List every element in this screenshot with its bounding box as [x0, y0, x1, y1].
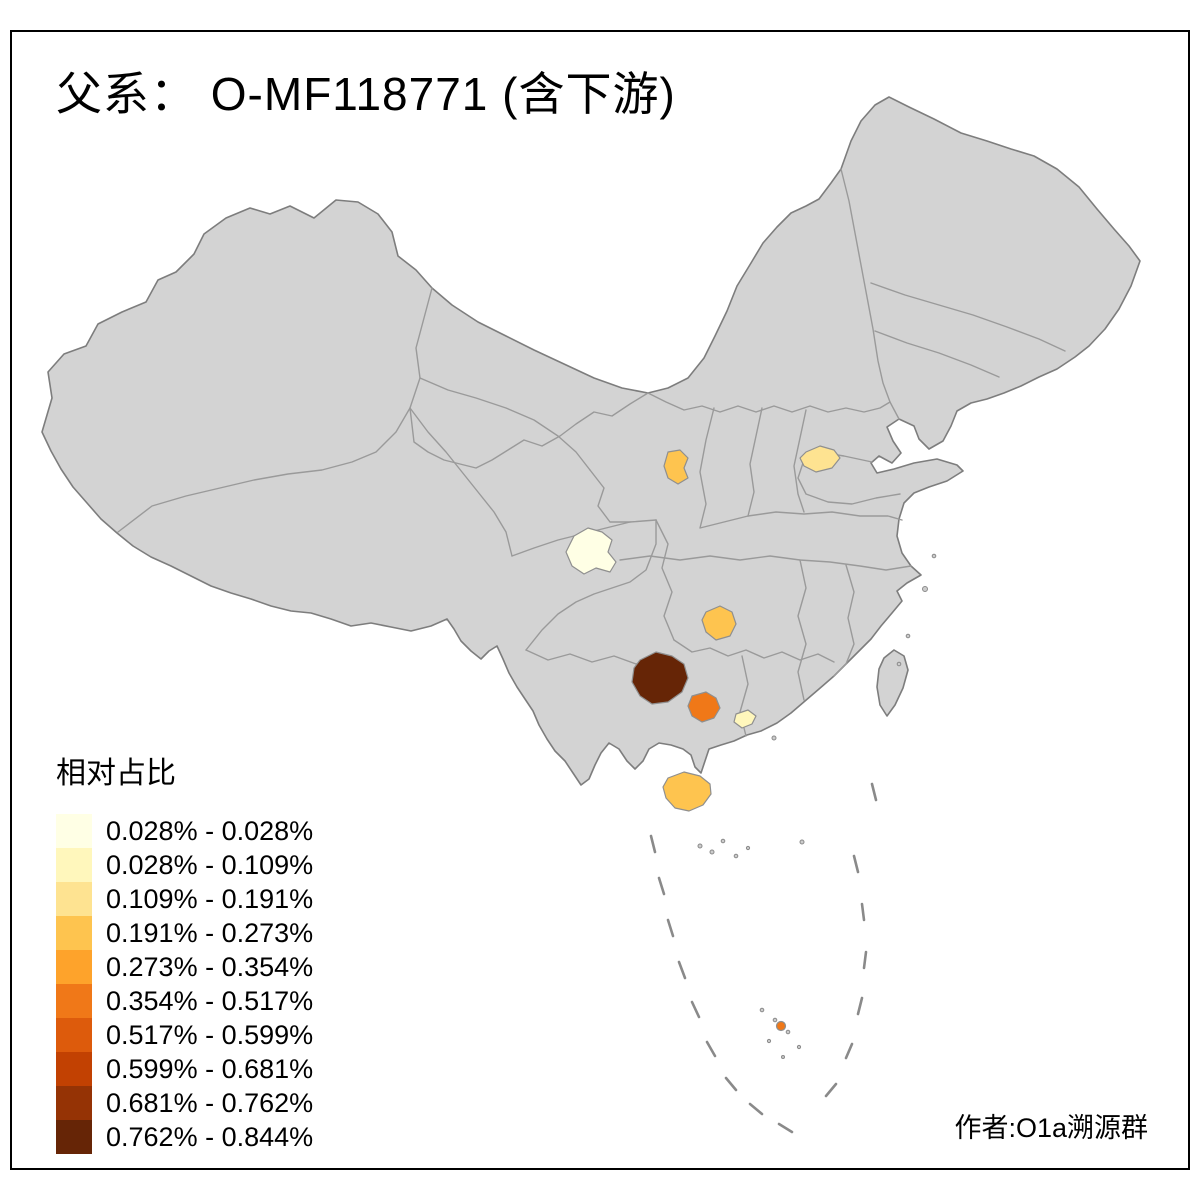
province-border — [655, 519, 675, 641]
region-guangdong-coast — [733, 709, 757, 729]
region-shaanxi — [663, 449, 689, 485]
legend-class-label: 0.028% - 0.028% — [106, 815, 314, 846]
legend-swatch — [56, 1086, 92, 1120]
taiwan-island — [876, 649, 909, 717]
province-border — [419, 377, 591, 471]
legend-row: 0.517% - 0.599% — [56, 1018, 313, 1052]
region-hainan — [662, 771, 712, 812]
province-border — [797, 559, 807, 701]
island-dot — [796, 1044, 802, 1050]
island-dot — [931, 553, 937, 559]
province-border — [619, 555, 912, 571]
province-border — [833, 564, 855, 677]
province-border — [870, 282, 1066, 352]
island-dot — [697, 843, 703, 849]
legend-class-label: 0.273% - 0.354% — [106, 951, 314, 982]
province-border — [647, 392, 891, 413]
island-dot — [785, 1029, 791, 1035]
island-dot — [896, 661, 902, 667]
legend: 相对占比 0.028% - 0.028% 0.028% - 0.109% 0.1… — [56, 748, 313, 1154]
legend-row: 0.028% - 0.109% — [56, 848, 313, 882]
china-mainland — [41, 96, 1141, 786]
island-dot — [922, 586, 928, 592]
legend-class-label: 0.109% - 0.191% — [106, 883, 314, 914]
legend-row: 0.681% - 0.762% — [56, 1086, 313, 1120]
legend-swatch — [56, 984, 92, 1018]
province-border — [747, 511, 903, 521]
author-credit: 作者:O1a溯源群 — [954, 1113, 1148, 1143]
legend-swatch — [56, 916, 92, 950]
island-dot — [720, 838, 726, 844]
province-border — [525, 519, 657, 651]
page-title: 父系： O-MF118771 (含下游) — [56, 68, 676, 120]
legend-swatch — [56, 1052, 92, 1086]
province-border — [747, 407, 763, 517]
island-dot — [799, 839, 805, 845]
legend-row: 0.191% - 0.273% — [56, 916, 313, 950]
legend-swatch — [56, 1018, 92, 1052]
region-sichuan — [565, 527, 617, 575]
legend-row: 0.273% - 0.354% — [56, 950, 313, 984]
legend-class-label: 0.028% - 0.109% — [106, 849, 314, 880]
island-dot — [771, 735, 777, 741]
island-dot — [781, 1055, 785, 1059]
legend-row: 0.028% - 0.028% — [56, 814, 313, 848]
legend-swatch — [56, 814, 92, 848]
legend-row: 0.599% - 0.681% — [56, 1052, 313, 1086]
province-border — [117, 287, 433, 533]
region-guizhou — [631, 651, 689, 705]
island-dot — [766, 1038, 772, 1044]
legend-swatch — [56, 882, 92, 916]
province-border — [409, 392, 649, 469]
province-border — [589, 469, 631, 523]
legend-class-label: 0.354% - 0.517% — [106, 985, 314, 1016]
legend-swatch — [56, 1120, 92, 1154]
legend-swatch — [56, 848, 92, 882]
legend-swatch — [56, 950, 92, 984]
legend-class-label: 0.517% - 0.599% — [106, 1019, 314, 1050]
island-dot — [709, 849, 715, 855]
province-border — [699, 407, 749, 529]
province-border — [409, 407, 513, 557]
nine-dash-line — [649, 782, 878, 1134]
island-dot — [759, 1007, 765, 1013]
region-south-sea-isle — [775, 1020, 787, 1032]
province-border — [840, 168, 900, 420]
legend-row: 0.109% - 0.191% — [56, 882, 313, 916]
island-dot — [905, 633, 911, 639]
island-dot — [733, 853, 739, 859]
legend-class-label: 0.762% - 0.844% — [106, 1121, 314, 1152]
region-chongqing — [701, 605, 737, 641]
region-guangxi — [687, 691, 721, 723]
legend-row: 0.354% - 0.517% — [56, 984, 313, 1018]
legend-row: 0.762% - 0.844% — [56, 1120, 313, 1154]
province-border — [793, 409, 807, 513]
legend-class-label: 0.599% - 0.681% — [106, 1053, 314, 1084]
province-border — [673, 639, 835, 663]
island-dot — [772, 1017, 778, 1023]
legend-class-label: 0.681% - 0.762% — [106, 1087, 314, 1118]
province-borders — [117, 168, 1066, 737]
island-specks — [697, 553, 937, 1059]
province-border — [874, 330, 1000, 378]
legend-rows: 0.028% - 0.028% 0.028% - 0.109% 0.109% -… — [56, 814, 313, 1154]
island-dot — [745, 845, 751, 851]
legend-title: 相对占比 — [56, 757, 176, 790]
legend-class-label: 0.191% - 0.273% — [106, 917, 314, 948]
region-shandong — [799, 445, 841, 473]
